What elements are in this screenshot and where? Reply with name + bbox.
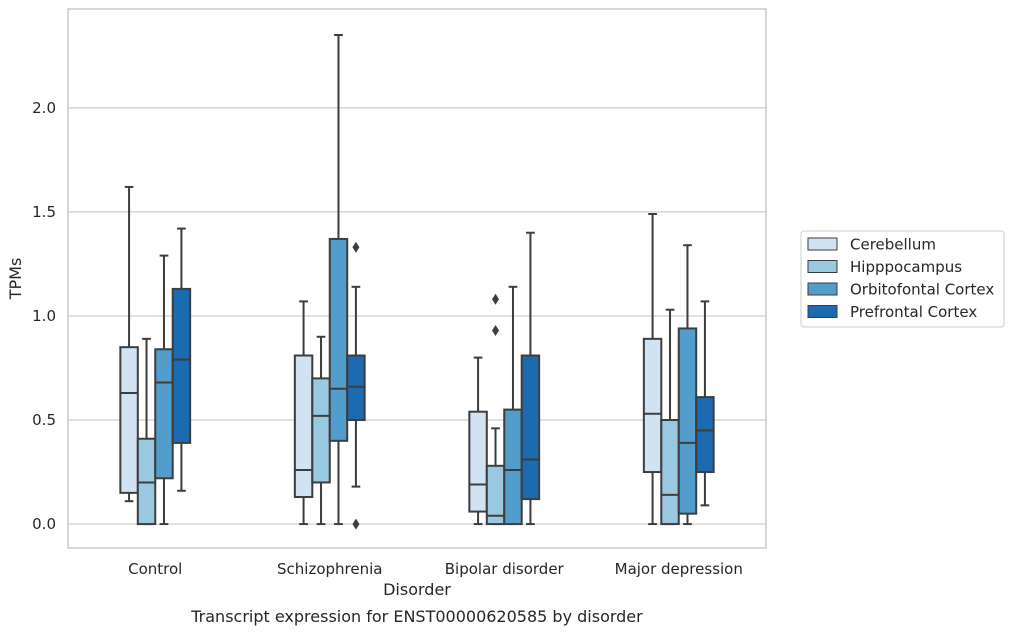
y-tick-label: 0.0: [32, 515, 56, 533]
legend-label: Orbitofontal Cortex: [850, 281, 994, 299]
legend-swatch: [807, 260, 838, 273]
outlier-point: [492, 293, 500, 305]
box-body: [171, 287, 192, 444]
x-tick-label: Control: [128, 560, 182, 578]
box-groups: [119, 34, 715, 530]
box-hipppocampus: [485, 293, 506, 526]
box-cerebellum: [642, 212, 663, 526]
box-prefrontal-cortex: [520, 231, 541, 526]
plot-frame: [67, 8, 767, 549]
legend-label: Cerebellum: [850, 236, 936, 254]
x-tick-label: Bipolar disorder: [445, 560, 565, 578]
box-cerebellum: [119, 185, 139, 503]
x-tick-label: Schizophrenia: [277, 560, 382, 578]
box-prefrontal-cortex: [346, 241, 366, 530]
box-body: [311, 377, 331, 484]
box-body: [119, 346, 139, 494]
box-body: [677, 327, 698, 515]
box-body: [154, 348, 174, 480]
box-orbitofontal-cortex: [677, 244, 698, 526]
outlier-point: [492, 325, 500, 337]
y-axis-label: TPMs: [6, 258, 25, 301]
legend-swatch: [807, 282, 838, 296]
box-body: [328, 237, 349, 442]
box-hipppocampus: [311, 335, 331, 526]
box-orbitofontal-cortex: [328, 34, 349, 526]
y-tick-labels: 0.0 0.5 1.0 1.5 2.0: [32, 99, 56, 533]
chart-caption: Transcript expression for ENST0000062058…: [190, 607, 643, 626]
box-cerebellum: [468, 356, 488, 526]
outlier-point: [352, 241, 360, 253]
x-tick-label: Major depression: [615, 560, 743, 578]
legend: Cerebellum Hipppocampus Orbitofontal Corte…: [800, 230, 1005, 328]
box-hipppocampus: [136, 337, 157, 526]
box-body: [520, 354, 541, 501]
box-body: [293, 354, 314, 499]
box-body: [642, 337, 663, 474]
box-body: [346, 354, 366, 422]
legend-label: Prefrontal Cortex: [850, 303, 977, 321]
box-orbitofontal-cortex: [503, 285, 523, 526]
y-tick-label: 2.0: [32, 99, 56, 117]
x-tick-labels: Control Schizophrenia Bipolar disorder Majo…: [128, 560, 743, 578]
box-body: [695, 396, 715, 474]
box-body: [503, 408, 523, 526]
y-tick-label: 1.0: [32, 307, 56, 325]
outlier-point: [352, 518, 360, 530]
box-prefrontal-cortex: [695, 300, 715, 507]
box-body: [660, 419, 680, 526]
box-prefrontal-cortex: [171, 227, 192, 492]
box-body: [468, 410, 488, 513]
x-axis-label: Disorder: [383, 580, 451, 599]
legend-frame: [800, 230, 1005, 328]
y-tick-label: 0.5: [32, 411, 56, 429]
box-orbitofontal-cortex: [154, 254, 174, 526]
y-tick-label: 1.5: [32, 203, 56, 221]
box-cerebellum: [293, 300, 314, 526]
legend-swatch: [807, 237, 838, 251]
box-hipppocampus: [660, 308, 680, 526]
legend-label: Hipppocampus: [850, 258, 962, 276]
box-body: [136, 437, 157, 526]
legend-swatch: [807, 305, 838, 318]
